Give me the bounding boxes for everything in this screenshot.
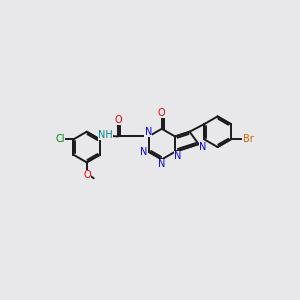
Text: O: O bbox=[158, 108, 166, 118]
Text: Cl: Cl bbox=[55, 134, 64, 144]
Text: N: N bbox=[140, 147, 148, 158]
Text: NH: NH bbox=[98, 130, 113, 140]
Text: O: O bbox=[83, 170, 91, 180]
Text: O: O bbox=[114, 115, 122, 125]
Text: N: N bbox=[174, 151, 182, 161]
Text: Br: Br bbox=[242, 134, 253, 144]
Text: N: N bbox=[199, 142, 206, 152]
Text: N: N bbox=[158, 159, 165, 169]
Text: N: N bbox=[145, 127, 152, 137]
